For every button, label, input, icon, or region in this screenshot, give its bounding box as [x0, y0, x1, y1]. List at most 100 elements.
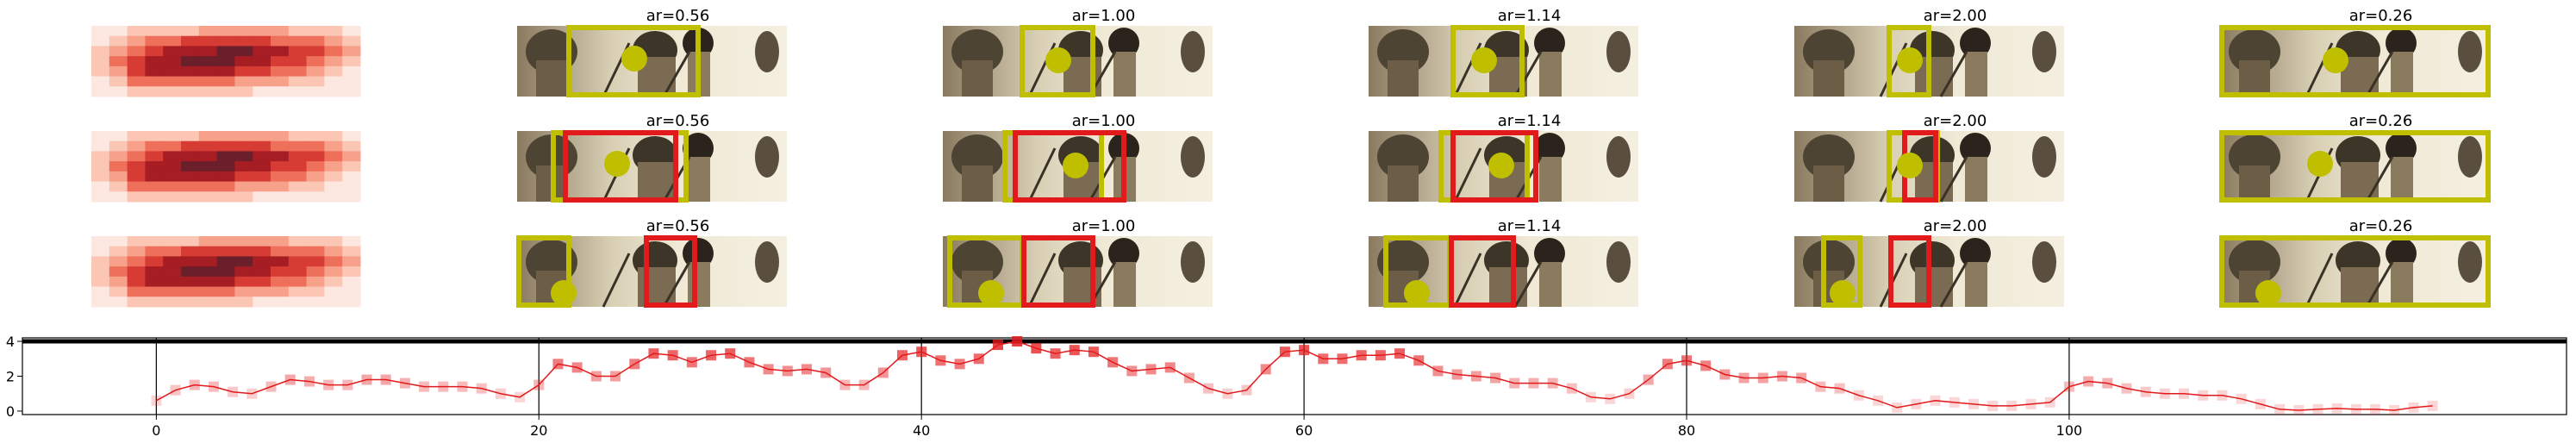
- heatmap-cell: [342, 276, 361, 288]
- data-point: [801, 364, 813, 375]
- heatmap-cell: [306, 191, 325, 203]
- heatmap-cell: [163, 66, 182, 78]
- heatmap-cell: [271, 66, 290, 78]
- data-point: [1892, 402, 1903, 413]
- person-figure: [2391, 52, 2413, 97]
- heatmap-cell: [198, 181, 218, 192]
- leg-line: [2365, 261, 2394, 308]
- red-bounding-box: [1013, 130, 1126, 203]
- data-point: [1183, 372, 1194, 384]
- heatmap-cell: [91, 131, 110, 142]
- heatmap-cell: [127, 191, 146, 203]
- heatmap-cell: [109, 276, 128, 288]
- heatmap-cell: [306, 56, 325, 67]
- heatmap-cell: [288, 276, 308, 288]
- data-point: [2063, 381, 2074, 392]
- leg-line: [1513, 261, 1543, 308]
- series-line: [156, 340, 2433, 411]
- heatmap-cell: [288, 46, 308, 57]
- heatmap-cell: [127, 171, 146, 183]
- data-point: [1145, 364, 1157, 375]
- person-figure: [2458, 31, 2482, 72]
- data-point: [858, 379, 870, 390]
- person-figure: [1606, 241, 1631, 283]
- heatmap-cell: [216, 140, 235, 152]
- heatmap-cell: [288, 286, 308, 297]
- data-point: [419, 381, 430, 392]
- heatmap-cell: [234, 266, 253, 278]
- data-point: [1222, 388, 1233, 399]
- heatmap-cell: [145, 151, 164, 162]
- heatmap-cell: [198, 161, 218, 172]
- data-point: [1203, 383, 1214, 394]
- heatmap-cell: [324, 191, 343, 203]
- red-bounding-box: [1450, 130, 1538, 203]
- heatmap-cell: [163, 76, 182, 87]
- heatmap-cell: [253, 236, 271, 247]
- heatmap-cell: [163, 161, 182, 172]
- person-figure: [1539, 157, 1562, 202]
- keypoint-dot: [1063, 153, 1088, 178]
- heatmap-cell: [288, 266, 308, 278]
- data-point: [896, 350, 908, 361]
- heatmap-cell: [324, 161, 343, 172]
- heatmap-cell: [253, 151, 271, 162]
- data-point: [1451, 369, 1463, 380]
- heatmap-cell: [306, 171, 325, 183]
- heatmap-cell: [127, 131, 146, 142]
- person-figure: [2391, 157, 2413, 202]
- heatmap-cell: [253, 46, 271, 57]
- person-figure: [755, 31, 779, 72]
- video-frame: [517, 130, 787, 203]
- data-point: [916, 346, 927, 358]
- leg-line: [1939, 51, 1968, 97]
- heatmap-cell: [306, 131, 325, 142]
- heatmap-cell: [163, 56, 182, 67]
- heatmap-cell: [198, 246, 218, 257]
- video-frame: [2219, 235, 2491, 308]
- heatmap-cell: [216, 236, 235, 247]
- heatmap-cell: [324, 26, 343, 37]
- person-figure: [1813, 165, 1844, 202]
- plot-area: [22, 337, 2567, 415]
- heatmap-cell: [216, 296, 235, 308]
- heatmap-cell: [253, 296, 271, 308]
- heatmap-cell: [271, 181, 290, 192]
- heatmap-cell: [181, 26, 200, 37]
- heatmap-cell: [109, 131, 128, 142]
- data-point: [1509, 377, 1520, 389]
- y-tick-label: 0: [6, 403, 15, 420]
- x-tick-label: 40: [913, 422, 930, 439]
- thumbnail-title: ar=1.14: [1498, 112, 1562, 130]
- keypoint-dot: [1488, 153, 1514, 178]
- heatmap-cell: [109, 35, 128, 47]
- person-figure: [2239, 165, 2270, 202]
- data-point: [515, 391, 526, 402]
- heatmap-cell: [253, 246, 271, 257]
- data-point: [323, 379, 334, 390]
- thumbnail-title: ar=0.56: [646, 217, 710, 235]
- data-point: [820, 367, 832, 378]
- heatmap-cell: [271, 161, 290, 172]
- red-bounding-box: [1449, 235, 1516, 308]
- heatmap-cell: [181, 46, 200, 57]
- keypoint-dot: [621, 46, 647, 72]
- heatmap-cell: [163, 140, 182, 152]
- person-figure: [638, 267, 676, 307]
- heatmap-cell: [216, 161, 235, 172]
- heatmap-cell: [145, 140, 164, 152]
- heatmap-cell: [127, 86, 146, 97]
- heatmap-cell: [198, 26, 218, 37]
- heatmap-cell: [91, 256, 110, 267]
- heatmap-cell: [145, 171, 164, 183]
- heatmap-cell: [109, 171, 128, 183]
- heatmap-cell: [288, 86, 308, 97]
- keypoint-dot: [1471, 47, 1497, 73]
- person-figure: [755, 136, 779, 178]
- heatmap-cell: [163, 46, 182, 57]
- heatmap-cell: [271, 76, 290, 87]
- data-point: [1968, 398, 1979, 409]
- person-figure: [2341, 162, 2379, 202]
- heatmap-cell: [324, 76, 343, 87]
- heatmap-cell: [109, 76, 128, 87]
